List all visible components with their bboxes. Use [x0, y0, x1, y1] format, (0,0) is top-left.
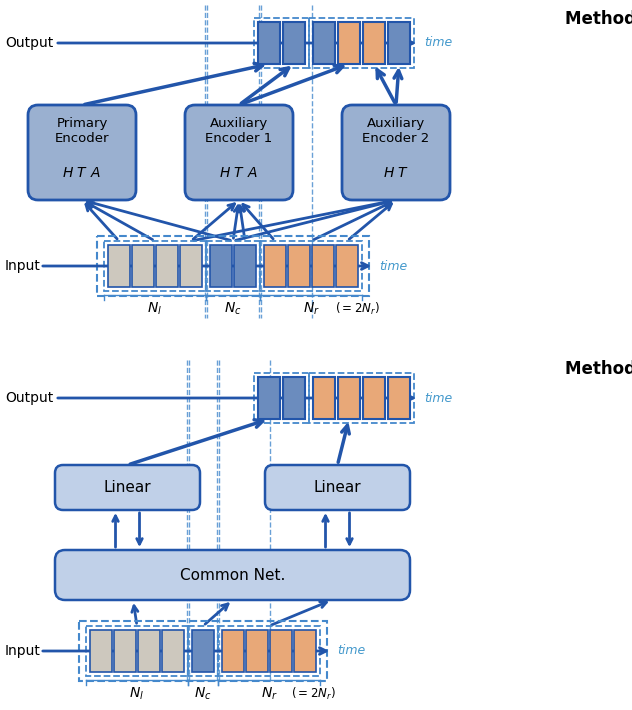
Bar — [222, 630, 244, 672]
Bar — [206, 241, 260, 291]
Bar — [270, 630, 292, 672]
Text: Encoder 1: Encoder 1 — [205, 133, 272, 146]
Text: Auxiliary: Auxiliary — [367, 116, 425, 129]
Bar — [156, 245, 178, 287]
Text: $N_r$: $N_r$ — [303, 301, 319, 317]
Bar — [313, 377, 335, 419]
Text: Linear: Linear — [313, 480, 362, 495]
Text: Output: Output — [5, 391, 53, 405]
Bar — [114, 630, 136, 672]
Text: Common Net.: Common Net. — [180, 567, 285, 582]
Text: $T$: $T$ — [398, 166, 409, 180]
Text: Encoder 2: Encoder 2 — [362, 133, 430, 146]
FancyBboxPatch shape — [55, 550, 410, 600]
Bar — [188, 626, 218, 676]
Text: Method A: Method A — [565, 10, 632, 28]
Text: Output: Output — [5, 36, 53, 50]
Text: Input: Input — [5, 644, 41, 658]
Bar — [294, 630, 316, 672]
Text: time: time — [337, 645, 365, 657]
Bar — [162, 630, 184, 672]
Text: Auxiliary: Auxiliary — [210, 116, 268, 129]
Bar — [312, 245, 334, 287]
Bar — [104, 241, 206, 291]
FancyBboxPatch shape — [265, 465, 410, 510]
Text: $(=2N_r)$: $(=2N_r)$ — [291, 686, 336, 702]
Text: Primary: Primary — [56, 116, 107, 129]
Bar — [86, 626, 188, 676]
Bar — [254, 18, 309, 68]
Bar — [336, 245, 358, 287]
Bar — [363, 22, 385, 64]
FancyBboxPatch shape — [342, 105, 450, 200]
Text: $N_l$: $N_l$ — [147, 301, 162, 317]
Text: $N_c$: $N_c$ — [224, 301, 242, 317]
Text: $T$: $T$ — [233, 166, 245, 180]
Bar — [180, 245, 202, 287]
Text: $A$: $A$ — [247, 166, 258, 180]
Text: $H$: $H$ — [383, 166, 395, 180]
FancyBboxPatch shape — [28, 105, 136, 200]
Text: Linear: Linear — [104, 480, 151, 495]
Bar — [309, 373, 414, 423]
Bar — [218, 626, 320, 676]
Bar — [234, 245, 256, 287]
Text: $(=2N_r)$: $(=2N_r)$ — [335, 301, 380, 317]
Text: time: time — [424, 36, 453, 50]
Bar — [388, 22, 410, 64]
Bar — [97, 236, 369, 296]
Bar — [210, 245, 232, 287]
Bar — [79, 621, 327, 681]
Bar — [264, 245, 286, 287]
Text: $N_c$: $N_c$ — [194, 686, 212, 702]
Bar — [338, 377, 360, 419]
Bar — [313, 22, 335, 64]
Bar — [132, 245, 154, 287]
Bar — [288, 245, 310, 287]
Text: time: time — [424, 391, 453, 405]
Bar — [108, 245, 130, 287]
Bar — [258, 377, 280, 419]
Text: Method B: Method B — [565, 360, 632, 378]
Bar — [138, 630, 160, 672]
Bar — [246, 630, 268, 672]
Bar — [258, 22, 280, 64]
Bar — [309, 18, 414, 68]
Text: $T$: $T$ — [76, 166, 88, 180]
Bar — [388, 377, 410, 419]
Text: $N_l$: $N_l$ — [130, 686, 145, 702]
Bar — [192, 630, 214, 672]
Bar — [338, 22, 360, 64]
Text: time: time — [379, 259, 407, 273]
Bar — [283, 22, 305, 64]
Bar — [363, 377, 385, 419]
Text: $A$: $A$ — [90, 166, 102, 180]
Text: $N_r$: $N_r$ — [260, 686, 277, 702]
Text: Input: Input — [5, 259, 41, 273]
Bar — [90, 630, 112, 672]
Text: $H$: $H$ — [62, 166, 74, 180]
Text: $H$: $H$ — [219, 166, 231, 180]
FancyBboxPatch shape — [185, 105, 293, 200]
Text: Encoder: Encoder — [55, 133, 109, 146]
Bar — [283, 377, 305, 419]
Bar — [260, 241, 362, 291]
Bar — [254, 373, 309, 423]
FancyBboxPatch shape — [55, 465, 200, 510]
